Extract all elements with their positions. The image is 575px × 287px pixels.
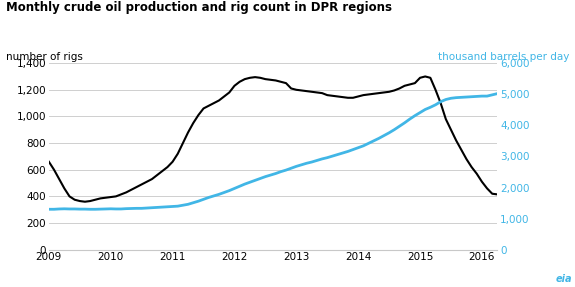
Text: thousand barrels per day: thousand barrels per day <box>438 52 569 62</box>
Text: eia: eia <box>555 274 572 284</box>
Text: Monthly crude oil production and rig count in DPR regions: Monthly crude oil production and rig cou… <box>6 1 392 14</box>
Text: number of rigs: number of rigs <box>6 52 83 62</box>
